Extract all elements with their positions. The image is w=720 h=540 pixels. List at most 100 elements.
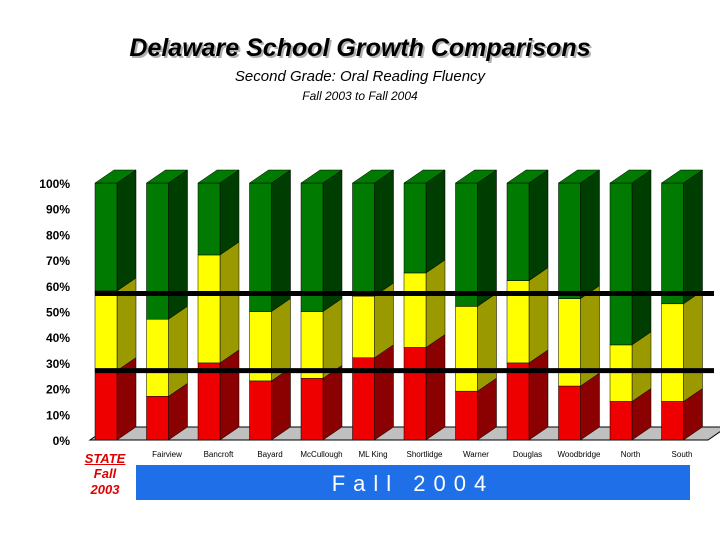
bar-front — [661, 401, 684, 441]
state-period-line2: 2003 — [90, 482, 120, 497]
bar-segment-green — [609, 169, 652, 346]
bar-top — [403, 169, 446, 184]
y-tick-label: 0% — [53, 434, 71, 448]
bar-front — [661, 182, 684, 305]
bar-top — [248, 169, 292, 184]
bar-segment-green — [455, 169, 497, 307]
x-tick-label: North — [621, 450, 641, 459]
bar-side — [528, 267, 549, 364]
bar-top — [506, 169, 549, 184]
bar-side — [477, 169, 497, 307]
bar-front — [94, 182, 118, 292]
x-tick-label: McCullough — [300, 450, 342, 459]
bar-front — [403, 347, 427, 441]
state-period-label: Fall 2003 — [76, 466, 134, 498]
chart-period: Fall 2003 to Fall 2004 — [302, 89, 418, 103]
x-tick-label: ML King — [358, 450, 387, 459]
bar-front — [197, 182, 221, 256]
bar-side — [528, 349, 549, 441]
bar-side — [219, 349, 240, 441]
bar-side — [271, 169, 291, 312]
y-tick-label: 80% — [46, 228, 70, 242]
y-tick-label: 40% — [46, 331, 70, 345]
bar-side — [425, 169, 446, 274]
bar-segment-green — [94, 169, 137, 292]
bar-side — [683, 290, 703, 402]
bar-segment-green — [352, 169, 394, 297]
bar-front — [403, 272, 427, 348]
bar-front — [146, 182, 169, 320]
bar-segment-green — [558, 169, 600, 300]
bar-side — [374, 169, 394, 297]
y-tick-label: 10% — [46, 408, 70, 422]
bar-segment-green — [197, 169, 240, 256]
bar-side — [683, 169, 703, 305]
bar-segment-yellow — [352, 282, 394, 359]
bar-side — [168, 169, 188, 320]
bar-front — [300, 378, 324, 441]
bar-segment-red — [300, 364, 343, 441]
state-label: STATE — [84, 451, 126, 466]
bar-front — [249, 380, 272, 441]
bar-segment-red — [609, 387, 652, 441]
bar-front — [455, 306, 478, 392]
bar-segment-red — [455, 377, 497, 441]
bar-front — [352, 182, 375, 297]
bar-segment-green — [249, 169, 291, 312]
bar-segment-yellow — [146, 305, 188, 397]
bar-front — [94, 290, 118, 371]
bar-top — [197, 169, 240, 184]
y-tick-label: 20% — [46, 383, 70, 397]
bar-front — [146, 396, 169, 441]
bar-top — [300, 169, 343, 184]
bar-segment-red — [94, 357, 137, 441]
y-tick-label: 70% — [46, 254, 70, 268]
bar-front — [146, 318, 169, 397]
bar-segment-yellow — [455, 292, 497, 392]
bar-side — [477, 292, 497, 392]
x-tick-label: Fairview — [152, 450, 182, 459]
bar-top — [94, 169, 137, 184]
bar-segment-red — [249, 367, 291, 441]
y-tick-label: 30% — [46, 357, 70, 371]
bar-front — [94, 370, 118, 441]
bar-top — [660, 169, 704, 184]
bar-side — [580, 169, 600, 300]
bar-front — [661, 303, 684, 402]
bar-segment-red — [403, 334, 446, 441]
bar-segment-red — [558, 372, 600, 441]
bar-segment-red — [661, 387, 703, 441]
bar-side — [116, 169, 137, 292]
bar-side — [219, 241, 240, 364]
bar-segment-green — [506, 169, 549, 282]
bar-top — [145, 169, 189, 184]
bar-front — [558, 385, 581, 441]
chart-title: Delaware School Growth Comparisons — [129, 34, 591, 62]
bar-segment-red — [146, 382, 188, 441]
bar-side — [322, 298, 343, 379]
bar-front — [197, 254, 221, 364]
bar-side — [528, 169, 549, 282]
bar-side — [374, 344, 394, 441]
bar-front — [506, 182, 530, 281]
bar-segment-yellow — [661, 290, 703, 402]
bar-side — [322, 169, 343, 312]
bar-side — [168, 305, 188, 397]
bar-side — [631, 169, 652, 346]
bar-segment-yellow — [506, 267, 549, 364]
bar-segment-red — [197, 349, 240, 441]
bar-front — [403, 182, 427, 274]
y-tick-label: 60% — [46, 280, 70, 294]
bar-front — [609, 401, 633, 441]
bar-top — [351, 169, 395, 184]
bar-segment-yellow — [197, 241, 240, 364]
bar-front — [609, 344, 633, 402]
bar-segment-green — [146, 169, 188, 320]
bar-front — [352, 295, 375, 359]
bar-segment-yellow — [558, 285, 600, 387]
x-tick-label: Douglas — [513, 450, 542, 459]
bar-side — [219, 169, 240, 256]
bar-front — [455, 182, 478, 307]
bar-segment-red — [506, 349, 549, 441]
